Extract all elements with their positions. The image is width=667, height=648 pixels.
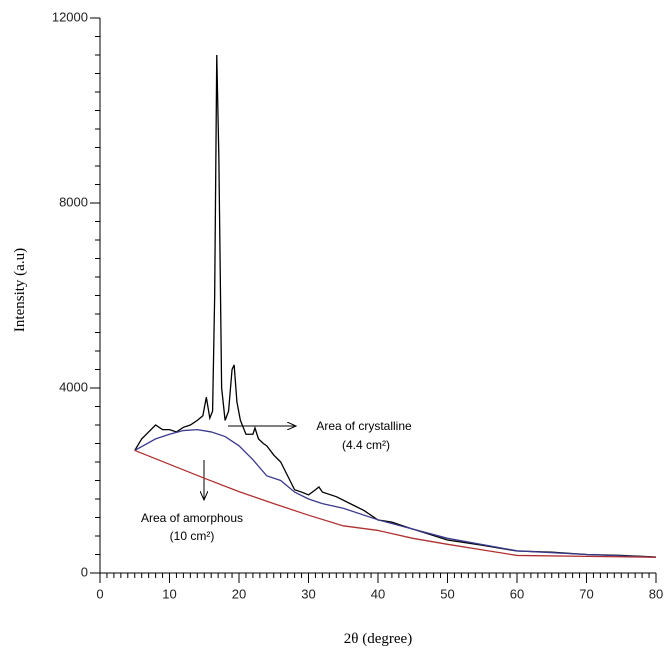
x-tick-label: 20 [232, 586, 246, 601]
x-axis-label: 2θ (degree) [344, 631, 412, 647]
x-tick-label: 30 [301, 586, 315, 601]
y-tick-label: 12000 [52, 9, 88, 24]
x-tick-label: 70 [579, 586, 593, 601]
x-tick-label: 60 [510, 586, 524, 601]
y-axis-label: Intensity (a.u) [12, 248, 28, 332]
y-tick-label: 8000 [59, 194, 88, 209]
x-tick-label: 0 [96, 586, 103, 601]
x-tick-label: 40 [371, 586, 385, 601]
x-tick-label: 80 [649, 586, 663, 601]
series-line [134, 449, 657, 558]
y-tick-label: 0 [81, 564, 88, 579]
y-tick-label: 4000 [59, 379, 88, 394]
series-line [134, 428, 657, 558]
annotation: (4.4 cm²) [342, 438, 390, 452]
x-tick-label: 10 [162, 586, 176, 601]
annotation: (10 cm²) [170, 529, 215, 543]
x-tick-label: 50 [440, 586, 454, 601]
annotation: Area of amorphous [141, 511, 243, 525]
annotation: Area of crystalline [316, 419, 412, 433]
